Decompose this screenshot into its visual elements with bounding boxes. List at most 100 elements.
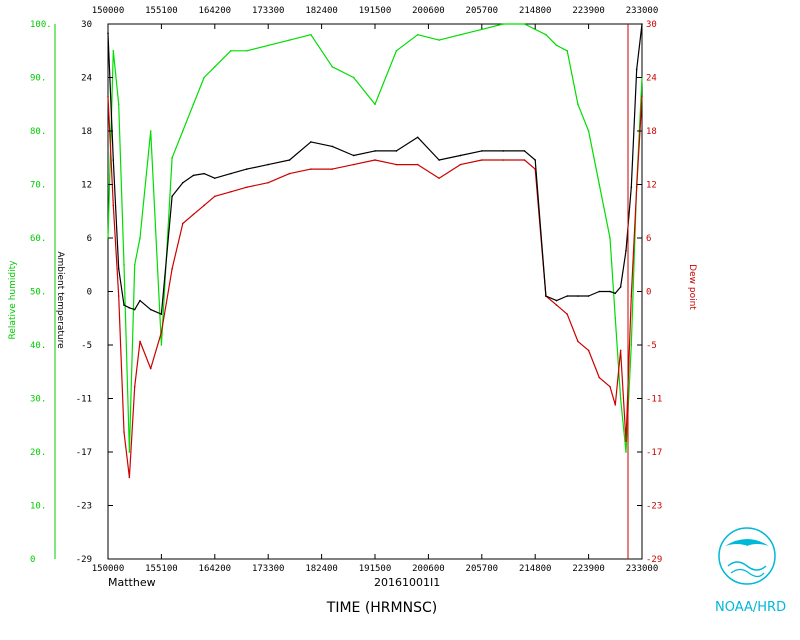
relative-humidity-point <box>374 103 376 106</box>
dew-point-point <box>438 177 440 179</box>
relative-humidity-point <box>310 33 312 36</box>
ambient-temperature-point <box>416 136 419 139</box>
relative-humidity-point <box>614 317 617 320</box>
x-tick-label-top: 173300 <box>252 6 285 16</box>
relative-humidity-point <box>139 237 141 239</box>
dew-point-point <box>331 168 334 170</box>
x-tick-label-bottom: 191500 <box>359 564 392 574</box>
relative-humidity-point <box>438 39 440 41</box>
dew-tick-label: 12 <box>646 181 657 191</box>
relative-humidity-point <box>395 49 398 52</box>
ambient-temperature-point <box>192 174 195 177</box>
ambient-temperature-point <box>123 304 125 306</box>
dew-tick-label: 0 <box>646 288 651 298</box>
temp-tick-label: 0 <box>87 288 92 298</box>
relative-humidity-point <box>230 49 232 52</box>
ambient-temperature-point <box>107 32 109 34</box>
dew-point-point <box>117 295 120 297</box>
dew-tick-label: 18 <box>646 127 657 137</box>
ambient-temperature-point <box>331 145 334 148</box>
relative-humidity-point <box>192 103 195 106</box>
ambient-temperature-point <box>160 313 163 315</box>
ambient-temperature-series-line <box>107 23 643 315</box>
rh-tick-label: 50. <box>30 288 46 298</box>
dew-point-point <box>577 340 579 343</box>
rh-axis-title: Relative humidity <box>8 260 18 340</box>
x-tick-label-bottom: 200600 <box>412 564 445 574</box>
dew-axis-title: Dew point <box>687 264 697 310</box>
dew-point-point <box>139 340 141 343</box>
relative-humidity-point <box>416 33 419 36</box>
ambient-temperature-point <box>577 295 579 297</box>
ambient-temperature-point <box>288 159 291 161</box>
dew-point-point <box>288 172 291 175</box>
relative-humidity-point <box>331 66 334 68</box>
x-tick-label-bottom: 155100 <box>145 564 178 574</box>
ambient-temperature-point <box>139 299 141 302</box>
relative-humidity-point <box>123 263 125 266</box>
ambient-temperature-point <box>438 159 440 161</box>
dew-point-point <box>181 222 184 225</box>
ambient-temperature-point <box>534 159 536 161</box>
dew-point-point <box>374 159 376 161</box>
relative-humidity-point <box>181 130 184 132</box>
ambient-temperature-point <box>171 195 173 198</box>
x-tick-label-top: 182400 <box>305 6 338 16</box>
dew-point-point <box>352 163 355 166</box>
noaa-logo-bird <box>725 539 769 546</box>
dew-point-point <box>192 213 195 216</box>
dew-tick-label: 6 <box>646 234 651 244</box>
ambient-temperature-point <box>149 308 152 311</box>
ambient-temperature-point <box>246 168 248 170</box>
relative-humidity-point <box>288 39 291 41</box>
dew-point-point <box>555 304 558 306</box>
temp-tick-label: -11 <box>76 395 92 405</box>
dew-point-point <box>614 404 617 406</box>
dew-point-point <box>416 163 419 166</box>
relative-humidity-point <box>203 76 205 79</box>
x-tick-label-bottom: 205700 <box>466 564 499 574</box>
dew-point-point <box>459 163 462 166</box>
noaa-logo-wave-lower <box>730 568 765 578</box>
ambient-temperature-point <box>545 295 547 297</box>
ambient-temperature-point <box>374 150 376 152</box>
x-tick-label-bottom: 150000 <box>92 564 125 574</box>
dew-point-point <box>267 181 270 184</box>
relative-humidity-point <box>171 156 173 159</box>
dew-point-point <box>214 195 216 198</box>
dew-tick-label: -29 <box>646 555 662 565</box>
axis-layer: 150000 150000 155100 155100 164200 164200 1733… <box>30 6 662 574</box>
relative-humidity-point <box>128 451 131 453</box>
temp-axis-title: Ambient temperature <box>55 251 65 349</box>
relative-humidity-point <box>630 344 633 346</box>
rh-tick-label: 40. <box>30 341 46 351</box>
relative-humidity-point <box>577 103 579 106</box>
relative-humidity-point <box>598 183 601 186</box>
dew-point-point <box>587 349 590 352</box>
rh-tick-label: 100. <box>30 20 52 30</box>
relative-humidity-point <box>459 33 462 36</box>
relative-humidity-point <box>566 49 569 52</box>
dew-point-point <box>523 159 526 161</box>
rh-tick-label: 80. <box>30 127 46 137</box>
relative-humidity-point <box>555 44 558 47</box>
noaa-hrd-label: NOAA/HRD <box>715 600 786 615</box>
noaa-logo-ring <box>718 527 776 585</box>
rh-tick-label: 10. <box>30 502 46 512</box>
temp-tick-label: -5 <box>81 341 92 351</box>
relative-humidity-point <box>246 49 248 52</box>
dew-point-point <box>395 163 398 166</box>
rh-tick-label: 20. <box>30 448 46 458</box>
x-tick-label-top: 155100 <box>145 6 178 16</box>
dew-point-point <box>203 204 205 207</box>
ambient-temperature-point <box>181 181 184 184</box>
x-tick-label-bottom: 223900 <box>572 564 605 574</box>
dew-point-point <box>566 313 569 315</box>
x-tick-label-top: 200600 <box>412 6 445 16</box>
ambient-temperature-point <box>267 163 270 166</box>
ambient-temperature-point <box>203 172 205 175</box>
temp-tick-label: 18 <box>81 127 92 137</box>
dew-point-point <box>160 331 163 334</box>
dew-tick-label: -23 <box>646 502 662 512</box>
relative-humidity-point <box>619 397 622 400</box>
